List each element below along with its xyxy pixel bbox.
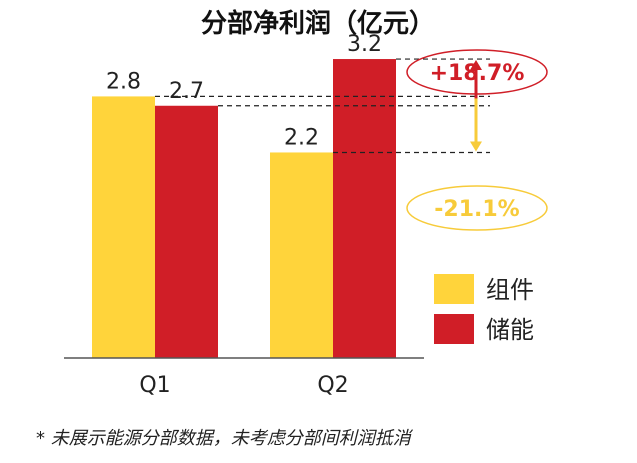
change-label-down: -21.1% — [434, 197, 519, 222]
legend-label-组件: 组件 — [486, 276, 534, 304]
chart-title: 分部净利润（亿元） — [201, 8, 435, 39]
bar-group: 2.8 2.7 Q1 2.2 3.2 Q2 — [92, 32, 396, 398]
bar-Q1-组件 — [92, 96, 155, 359]
arrowhead-up-icon — [470, 60, 482, 71]
bar-Q1-储能 — [155, 105, 218, 359]
legend-swatch-储能 — [434, 314, 474, 344]
change-annotations: +18.7% -21.1% — [155, 49, 548, 231]
footnote: * 未展示能源分部数据，未考虑分部间利润抵消 — [36, 428, 411, 449]
data-label-Q2-组件: 2.2 — [284, 125, 319, 150]
x-tick-label-Q2: Q2 — [317, 373, 348, 398]
data-label-Q2-储能: 3.2 — [347, 32, 382, 57]
data-label-Q1-组件: 2.8 — [106, 69, 141, 94]
change-label-up: +18.7% — [430, 61, 525, 86]
data-label-Q1-储能: 2.7 — [169, 79, 204, 104]
legend-swatch-组件 — [434, 274, 474, 304]
arrowhead-down-icon — [470, 141, 482, 152]
change-badge-up-outline — [406, 49, 548, 95]
bar-Q2-储能 — [333, 59, 396, 358]
bar-Q2-组件 — [270, 152, 333, 358]
legend-label-储能: 储能 — [486, 316, 534, 344]
change-badge-down-outline — [406, 185, 548, 231]
x-tick-label-Q1: Q1 — [139, 373, 170, 398]
